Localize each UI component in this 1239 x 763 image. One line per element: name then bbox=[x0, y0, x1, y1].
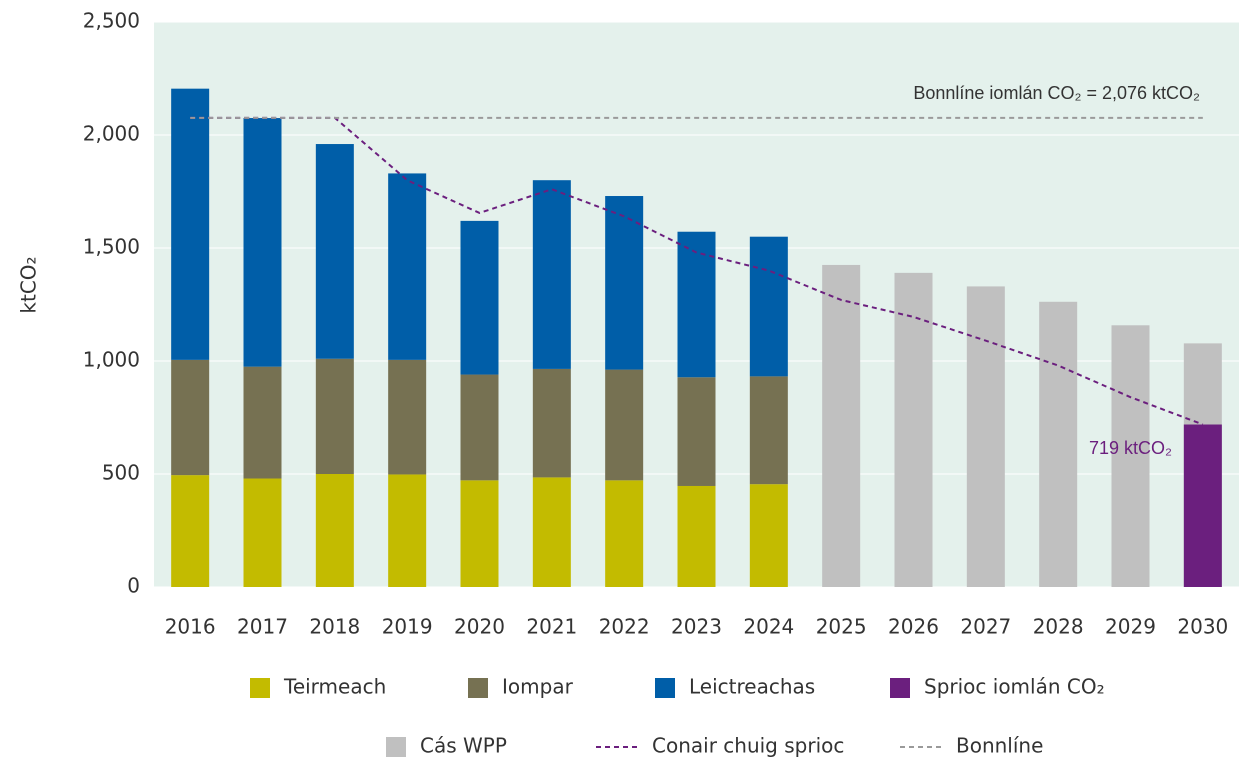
x-tick-label: 2019 bbox=[382, 615, 433, 639]
bar bbox=[822, 264, 861, 587]
bar bbox=[749, 236, 788, 377]
legend-label: Iompar bbox=[502, 675, 574, 699]
bar bbox=[243, 366, 282, 479]
y-tick-label: 0 bbox=[127, 574, 140, 598]
bar bbox=[1039, 301, 1078, 587]
x-tick-label: 2021 bbox=[526, 615, 577, 639]
legend-swatch bbox=[386, 737, 406, 757]
bar bbox=[460, 220, 499, 375]
x-tick-label: 2023 bbox=[671, 615, 722, 639]
legend-label: Teirmeach bbox=[283, 675, 386, 699]
bar bbox=[894, 272, 933, 587]
x-tick-label: 2017 bbox=[237, 615, 288, 639]
bar bbox=[749, 484, 788, 587]
bar bbox=[605, 196, 644, 370]
bar bbox=[532, 180, 571, 369]
bar bbox=[1183, 424, 1222, 587]
bar bbox=[460, 374, 499, 481]
legend-label: Cás WPP bbox=[420, 734, 507, 758]
legend-swatch bbox=[250, 678, 270, 698]
annotation: 719 ktCO₂ bbox=[1089, 438, 1172, 458]
bar bbox=[243, 118, 282, 367]
legend-swatch bbox=[468, 678, 488, 698]
bar bbox=[605, 369, 644, 481]
x-tick-label: 2027 bbox=[960, 615, 1011, 639]
legend-label: Leictreachas bbox=[689, 675, 815, 699]
x-tick-label: 2026 bbox=[888, 615, 939, 639]
y-tick-label: 2,500 bbox=[83, 9, 140, 33]
x-tick-label: 2024 bbox=[743, 615, 794, 639]
bar bbox=[315, 358, 354, 474]
x-tick-label: 2020 bbox=[454, 615, 505, 639]
bar bbox=[171, 88, 210, 360]
y-tick-label: 2,000 bbox=[83, 122, 140, 146]
line bbox=[190, 116, 1204, 426]
x-tick-label: 2018 bbox=[309, 615, 360, 639]
bar bbox=[388, 173, 427, 360]
y-axis-label: ktCO₂ bbox=[17, 256, 41, 313]
y-tick-label: 1,500 bbox=[83, 235, 140, 259]
legend-swatch bbox=[655, 678, 675, 698]
bar bbox=[460, 480, 499, 587]
bar bbox=[677, 485, 716, 587]
y-tick-label: 500 bbox=[102, 461, 140, 485]
x-tick-label: 2030 bbox=[1177, 615, 1228, 639]
legend-label: Sprioc iomlán CO₂ bbox=[924, 675, 1105, 699]
bar bbox=[171, 359, 210, 476]
bar bbox=[532, 368, 571, 478]
x-tick-label: 2025 bbox=[816, 615, 867, 639]
bar bbox=[966, 286, 1005, 587]
bar bbox=[677, 231, 716, 378]
x-tick-label: 2022 bbox=[599, 615, 650, 639]
bar bbox=[388, 474, 427, 587]
bar bbox=[315, 144, 354, 359]
bar bbox=[1111, 325, 1150, 587]
bar bbox=[605, 480, 644, 587]
bar bbox=[388, 359, 427, 475]
legend-label: Conair chuig sprioc bbox=[652, 734, 844, 758]
legend-swatch bbox=[890, 678, 910, 698]
x-tick-label: 2029 bbox=[1105, 615, 1156, 639]
legend-label: Bonnlíne bbox=[956, 734, 1043, 758]
bar bbox=[243, 478, 282, 587]
bar bbox=[749, 376, 788, 485]
annotation: Bonnlíne iomlán CO₂ = 2,076 ktCO₂ bbox=[913, 83, 1200, 103]
y-tick-label: 1,000 bbox=[83, 348, 140, 372]
bar bbox=[532, 477, 571, 587]
x-tick-label: 2016 bbox=[165, 615, 216, 639]
x-tick-label: 2028 bbox=[1033, 615, 1084, 639]
bar bbox=[315, 474, 354, 587]
bar bbox=[677, 377, 716, 486]
bar bbox=[171, 475, 210, 587]
